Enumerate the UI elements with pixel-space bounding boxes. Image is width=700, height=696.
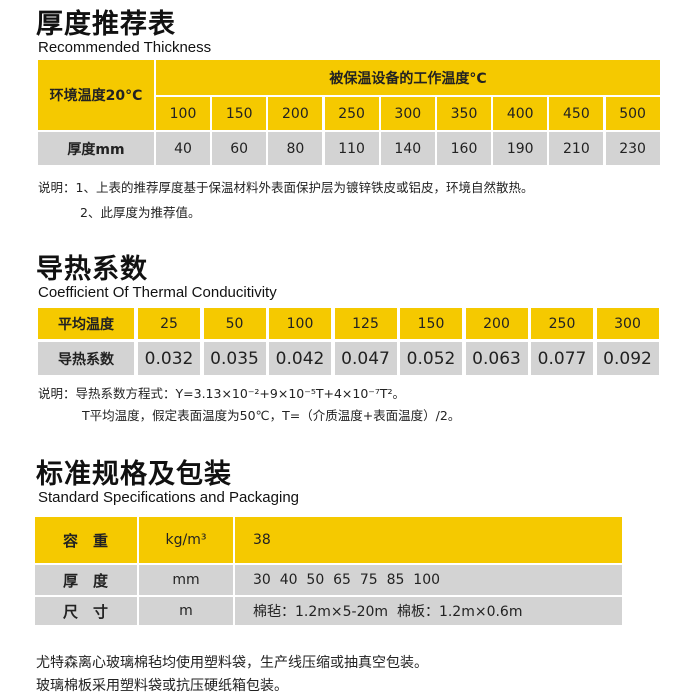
section2-note-1: 说明：导热系数方程式：Y=3.13×10⁻²+9×10⁻⁵T+4×10⁻⁷T²。: [38, 386, 406, 401]
avg-temp-label: 平均温度: [38, 308, 134, 339]
thickness-cell: 210: [549, 132, 604, 165]
k-cell: 0.047: [334, 342, 397, 375]
section1-title: 厚度推荐表: [36, 9, 176, 40]
thickness-cell: 40: [156, 132, 210, 165]
temp-cell: 250: [324, 97, 379, 130]
spec-name: 尺 寸: [35, 597, 137, 625]
k-label: 导热系数: [38, 342, 134, 375]
work-temp-header: 被保温设备的工作温度°C: [156, 60, 660, 95]
spec-name: 厚 度: [35, 565, 137, 595]
thickness-cell: 80: [268, 132, 323, 165]
thickness-cell: 230: [605, 132, 660, 165]
spec-value: 棉毡：1.2m×5-20m 棉板：1.2m×0.6m: [235, 597, 622, 625]
avg-temp-cell: 125: [334, 308, 397, 339]
section3-title: 标准规格及包装: [36, 459, 232, 490]
k-cell: 0.035: [203, 342, 266, 375]
spec-unit: m: [139, 597, 233, 625]
temp-cell: 500: [605, 97, 660, 130]
spec-value: 38: [235, 517, 622, 563]
temp-cell: 150: [212, 97, 267, 130]
k-cell: 0.052: [400, 342, 462, 375]
avg-temp-cell: 200: [465, 308, 528, 339]
k-cell: 0.042: [269, 342, 331, 375]
spec-value: 30 40 50 65 75 85 100: [235, 565, 622, 595]
temp-cell: 450: [549, 97, 604, 130]
spec-unit: mm: [139, 565, 233, 595]
avg-temp-cell: 300: [596, 308, 659, 339]
thickness-label: 厚度mm: [38, 132, 154, 165]
temp-cell: 350: [437, 97, 491, 130]
section2-title: 导热系数: [36, 254, 148, 285]
thickness-cell: 60: [212, 132, 267, 165]
thickness-cell: 160: [437, 132, 491, 165]
footer-line-1: 尤特森离心玻璃棉毡均使用塑料袋，生产线压缩或抽真空包装。: [36, 655, 428, 671]
avg-temp-cell: 25: [138, 308, 200, 339]
avg-temp-cell: 100: [269, 308, 331, 339]
temp-cell: 400: [493, 97, 548, 130]
section1-subtitle: Recommended Thickness: [38, 39, 212, 56]
spec-name: 容 重: [35, 517, 137, 563]
k-cell: 0.077: [531, 342, 593, 375]
thickness-cell: 140: [380, 132, 435, 165]
thickness-cell: 110: [324, 132, 379, 165]
avg-temp-cell: 150: [400, 308, 462, 339]
avg-temp-cell: 250: [531, 308, 593, 339]
temp-cell: 300: [380, 97, 435, 130]
footer-line-2: 玻璃棉板采用塑料袋或抗压硬纸箱包装。: [36, 678, 288, 694]
temp-cell: 200: [268, 97, 323, 130]
section1-note-2: 2、此厚度为推荐值。: [80, 205, 201, 220]
thickness-cell: 190: [493, 132, 548, 165]
spec-unit: kg/m³: [139, 517, 233, 563]
k-cell: 0.032: [138, 342, 200, 375]
section2-subtitle: Coefficient Of Thermal Conducitivity: [38, 284, 277, 301]
section3-subtitle: Standard Specifications and Packaging: [38, 489, 300, 506]
avg-temp-cell: 50: [203, 308, 266, 339]
section2-note-2: T平均温度，假定表面温度为50℃，T=（介质温度+表面温度）/2。: [82, 408, 461, 423]
k-cell: 0.063: [465, 342, 528, 375]
env-temp-label: 环境温度20°C: [38, 60, 154, 130]
temp-cell: 100: [156, 97, 210, 130]
k-cell: 0.092: [596, 342, 659, 375]
section1-note-1: 说明：1、上表的推荐厚度基于保温材料外表面保护层为镀锌铁皮或铝皮，环境自然散热。: [38, 180, 534, 195]
